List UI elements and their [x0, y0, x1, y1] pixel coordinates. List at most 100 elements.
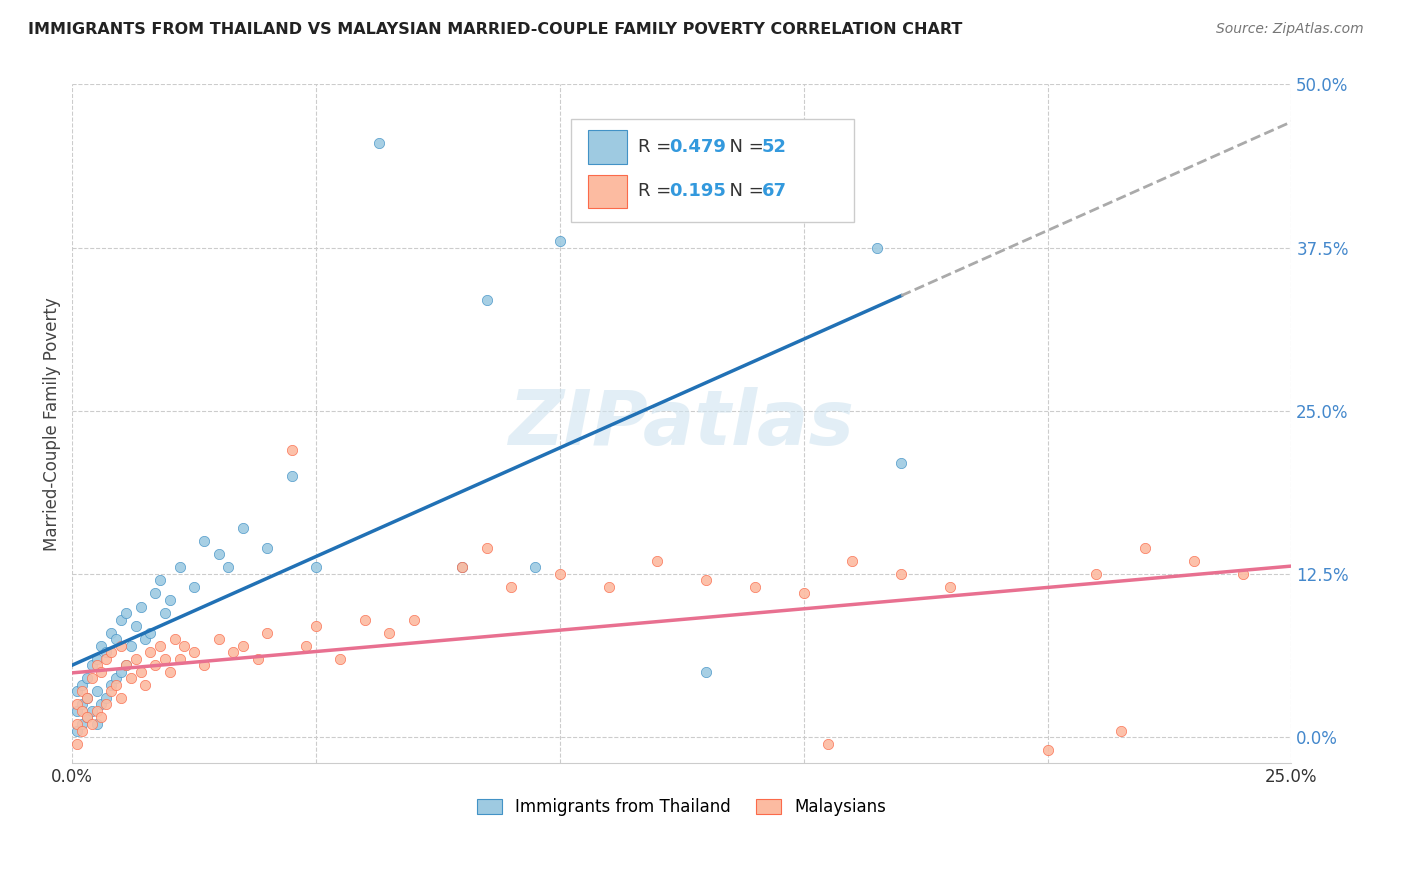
Point	[368, 136, 391, 151]
Point	[647, 554, 669, 568]
Point	[76, 710, 98, 724]
Point	[744, 580, 766, 594]
Point	[1232, 566, 1254, 581]
Text: N =: N =	[718, 137, 770, 155]
Text: R =: R =	[638, 183, 678, 201]
Point	[173, 639, 195, 653]
Point	[86, 658, 108, 673]
Point	[143, 586, 166, 600]
Point	[100, 625, 122, 640]
Text: N =: N =	[718, 183, 770, 201]
Point	[475, 541, 498, 555]
Point	[817, 737, 839, 751]
Point	[866, 241, 889, 255]
Point	[110, 613, 132, 627]
Point	[1133, 541, 1156, 555]
Point	[76, 671, 98, 685]
Text: 0.195: 0.195	[669, 183, 725, 201]
Point	[183, 645, 205, 659]
Point	[153, 651, 176, 665]
Point	[66, 717, 89, 731]
Point	[129, 665, 152, 679]
Point	[353, 613, 375, 627]
Point	[1085, 566, 1108, 581]
Text: 52: 52	[762, 137, 787, 155]
Point	[280, 469, 302, 483]
Point	[149, 639, 172, 653]
Point	[66, 704, 89, 718]
Point	[115, 606, 138, 620]
Point	[143, 658, 166, 673]
Point	[207, 547, 229, 561]
Point	[134, 632, 156, 647]
Point	[76, 710, 98, 724]
Point	[90, 710, 112, 724]
Point	[129, 599, 152, 614]
Point	[105, 632, 128, 647]
Point	[378, 625, 401, 640]
Point	[90, 698, 112, 712]
Point	[66, 684, 89, 698]
Point	[100, 684, 122, 698]
Point	[100, 678, 122, 692]
Point	[232, 521, 254, 535]
Point	[841, 554, 863, 568]
Point	[96, 698, 118, 712]
Text: 0.479: 0.479	[669, 137, 725, 155]
Point	[890, 566, 912, 581]
Point	[149, 574, 172, 588]
Point	[96, 645, 118, 659]
Point	[110, 690, 132, 705]
Text: R =: R =	[638, 137, 678, 155]
Point	[1109, 723, 1132, 738]
Point	[280, 442, 302, 457]
Point	[222, 645, 245, 659]
Point	[295, 639, 318, 653]
Point	[305, 619, 328, 633]
Point	[105, 678, 128, 692]
Point	[105, 671, 128, 685]
Point	[76, 690, 98, 705]
Point	[66, 737, 89, 751]
Point	[548, 566, 571, 581]
Point	[329, 651, 352, 665]
Point	[153, 606, 176, 620]
Point	[134, 678, 156, 692]
Point	[96, 651, 118, 665]
Point	[524, 560, 547, 574]
Point	[159, 665, 181, 679]
Y-axis label: Married-Couple Family Poverty: Married-Couple Family Poverty	[44, 297, 60, 550]
Legend: Immigrants from Thailand, Malaysians: Immigrants from Thailand, Malaysians	[471, 791, 893, 822]
Point	[695, 574, 717, 588]
Point	[169, 651, 191, 665]
Point	[256, 541, 278, 555]
Point	[246, 651, 269, 665]
Point	[1182, 554, 1205, 568]
Point	[598, 580, 620, 594]
Point	[169, 560, 191, 574]
Point	[939, 580, 962, 594]
Point	[115, 658, 138, 673]
Point	[217, 560, 239, 574]
Point	[96, 690, 118, 705]
Point	[305, 560, 328, 574]
Point	[120, 671, 142, 685]
Point	[1036, 743, 1059, 757]
Point	[76, 690, 98, 705]
Point	[695, 665, 717, 679]
Point	[402, 613, 425, 627]
Point	[163, 632, 186, 647]
Point	[451, 560, 474, 574]
Point	[110, 665, 132, 679]
Point	[80, 658, 103, 673]
Point	[86, 704, 108, 718]
Text: 67: 67	[762, 183, 787, 201]
Point	[124, 651, 146, 665]
Point	[90, 665, 112, 679]
Point	[193, 658, 215, 673]
Point	[193, 534, 215, 549]
Point	[70, 717, 93, 731]
Point	[793, 586, 815, 600]
Point	[80, 671, 103, 685]
Point	[100, 645, 122, 659]
